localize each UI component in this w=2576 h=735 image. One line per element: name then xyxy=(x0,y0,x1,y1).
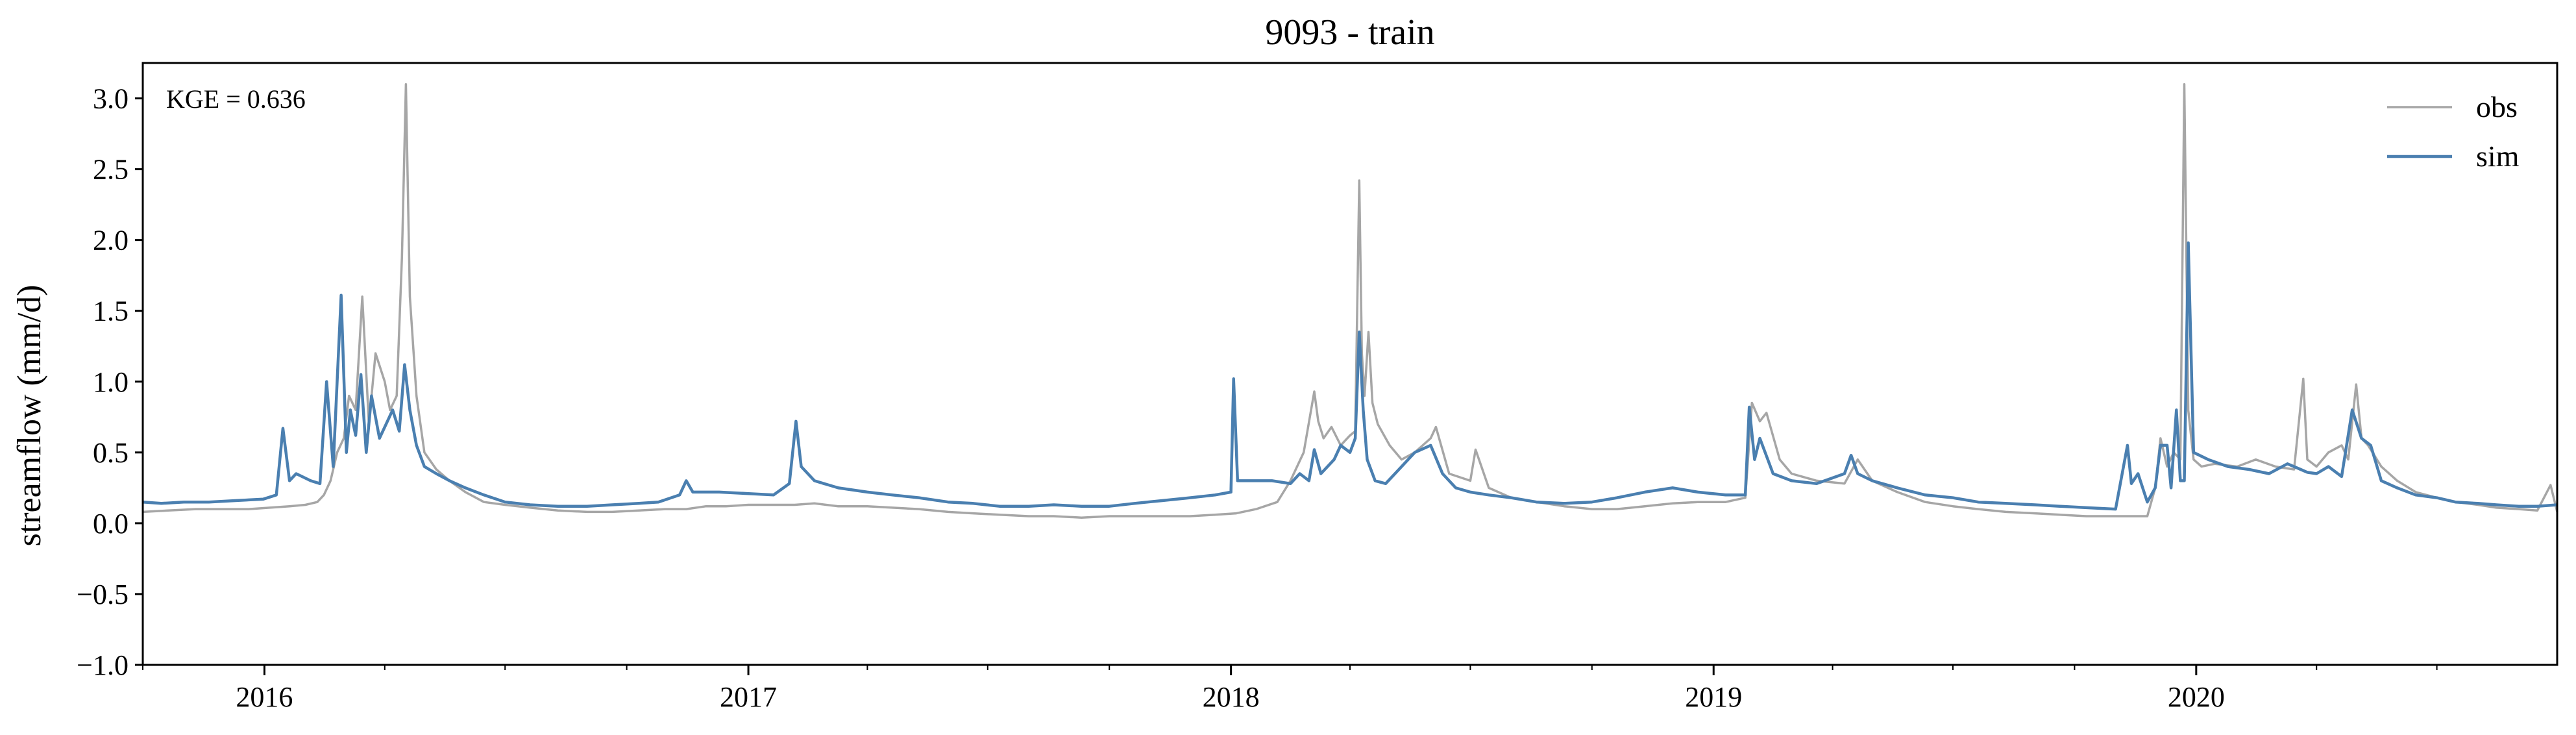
y-tick-label: 1.5 xyxy=(93,295,129,327)
series-layer xyxy=(142,82,2558,519)
y-tick-label: 2.0 xyxy=(93,225,129,256)
x-axis-ticks: 2016 2017 2018 2019 2020 xyxy=(236,665,2225,713)
y-tick-label: 0.0 xyxy=(93,508,129,540)
series-line-sim xyxy=(142,241,2558,511)
y-tick-label: 2.5 xyxy=(93,154,129,186)
x-tick-label: 2020 xyxy=(2168,681,2225,713)
kge-annotation: KGE = 0.636 xyxy=(166,84,306,114)
y-axis-ticks: −1.0 −0.5 0.0 0.5 1.0 1.5 2.0 2.5 3.0 xyxy=(77,83,143,681)
legend-label-obs: obs xyxy=(2476,90,2518,123)
series-line-obs xyxy=(142,82,2558,519)
x-tick-label: 2016 xyxy=(236,681,293,713)
y-tick-label: 3.0 xyxy=(93,83,129,115)
y-axis-label: streamflow (mm/d) xyxy=(11,285,48,547)
y-tick-label: 0.5 xyxy=(93,437,129,469)
x-tick-label: 2018 xyxy=(1203,681,1260,713)
x-tick-label: 2017 xyxy=(720,681,777,713)
x-tick-label: 2019 xyxy=(1685,681,1742,713)
y-tick-label: −1.0 xyxy=(77,649,129,681)
legend-label-sim: sim xyxy=(2476,140,2520,173)
y-tick-label: −0.5 xyxy=(77,579,129,610)
legend: obs sim xyxy=(2387,90,2520,173)
chart-title: 9093 - train xyxy=(1265,12,1434,53)
y-tick-label: 1.0 xyxy=(93,366,129,398)
x-axis-minor-ticks xyxy=(142,665,2438,670)
